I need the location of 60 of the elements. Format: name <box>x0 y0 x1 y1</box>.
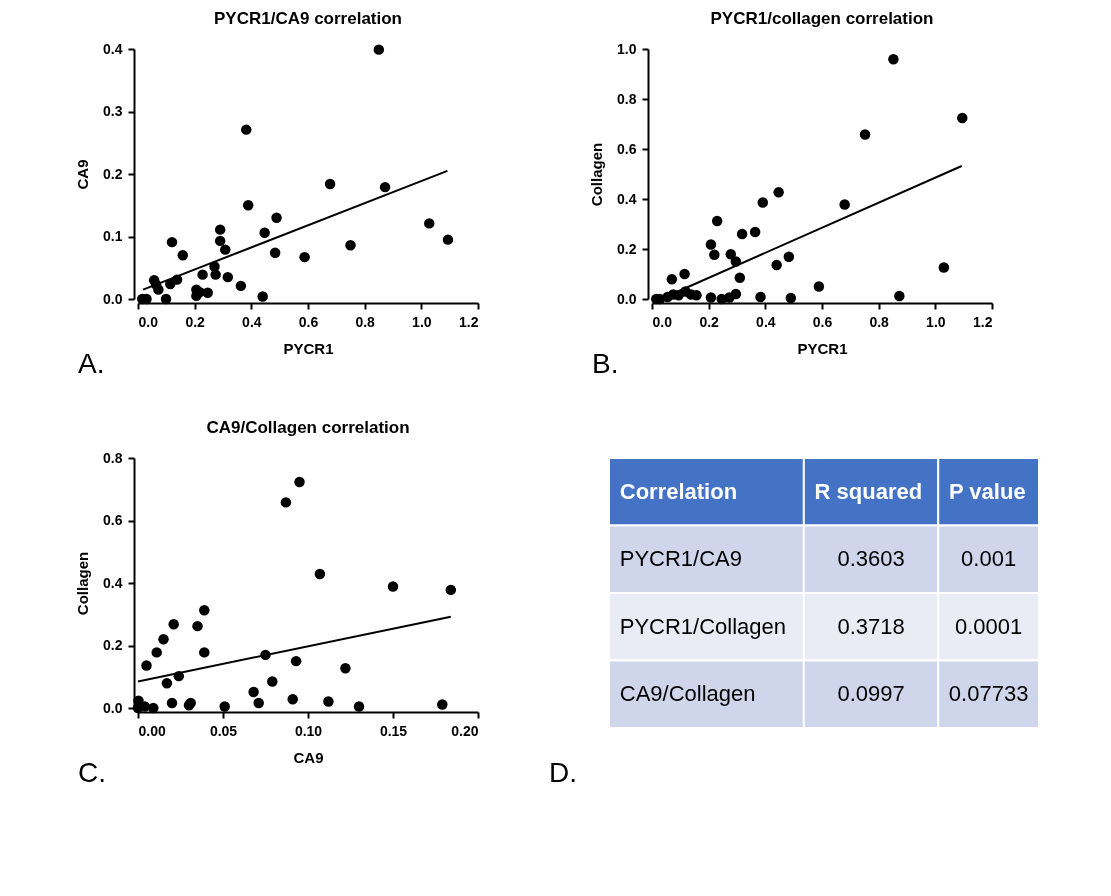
text: B. <box>592 348 619 379</box>
x-tick-label: 1.0 <box>412 313 432 330</box>
x-axis-title: CA9 <box>293 748 324 766</box>
x-tick-label: 0.6 <box>298 313 319 330</box>
y-tick-label: 0.6 <box>103 512 123 528</box>
text: 0.0997 <box>837 681 905 707</box>
text: 0.3603 <box>837 546 905 572</box>
text: 0.3718 <box>837 613 905 639</box>
x-tick-label: 0.8 <box>355 313 376 330</box>
y-tick-label: 0.0 <box>103 290 123 307</box>
x-tick-label: 0.0 <box>138 313 159 330</box>
y-axis-title: Collagen <box>588 142 606 207</box>
y-axis-title: CA9 <box>74 159 92 190</box>
y-tick-label: 1.0 <box>617 40 637 57</box>
category-label: P value <box>948 478 1026 504</box>
x-tick-label: 0.4 <box>242 313 262 330</box>
x-tick-label: 1.0 <box>926 313 946 330</box>
x-tick-label: 1.2 <box>459 313 479 330</box>
x-tick-label: 0.05 <box>209 722 238 739</box>
x-tick-label: 0.0 <box>652 313 673 330</box>
y-axis-title: Collagen <box>74 551 92 616</box>
y-tick-label: 0.4 <box>103 40 123 57</box>
x-tick-label: 0.8 <box>869 313 890 330</box>
chart-title: PYCR1/CA9 correlation <box>214 9 402 28</box>
y-tick-label: 0.2 <box>617 240 637 257</box>
category-label: Correlation <box>619 478 738 504</box>
chart-title: PYCR1/collagen correlation <box>710 9 934 28</box>
category-label: R squared <box>814 478 923 504</box>
x-tick-label: 0.2 <box>699 313 720 330</box>
x-axis-title: PYCR1 <box>283 339 334 357</box>
y-tick-label: 0.6 <box>617 140 637 157</box>
category-label: PYCR1/Collagen <box>619 613 787 639</box>
x-tick-label: 0.10 <box>294 722 323 739</box>
x-tick-label: 0.6 <box>812 313 833 330</box>
y-tick-label: 0.2 <box>103 165 123 182</box>
y-tick-label: 0.3 <box>103 103 123 119</box>
x-tick-label: 0.4 <box>756 313 776 330</box>
text: A. <box>78 348 105 379</box>
y-tick-label: 0.1 <box>103 228 123 244</box>
y-tick-label: 0.0 <box>103 699 123 716</box>
x-tick-label: 0.00 <box>138 722 166 739</box>
y-tick-label: 0.0 <box>617 290 637 307</box>
text: 0.001 <box>961 546 1017 572</box>
x-axis-title: PYCR1 <box>797 339 848 357</box>
text: C. <box>78 757 106 788</box>
text: D. <box>549 757 577 788</box>
y-tick-label: 0.8 <box>103 449 123 466</box>
y-tick-label: 0.4 <box>103 574 123 591</box>
y-tick-label: 0.4 <box>617 190 637 207</box>
category-label: PYCR1/CA9 <box>619 546 743 572</box>
chart-title: CA9/Collagen correlation <box>206 418 410 437</box>
x-tick-label: 0.15 <box>379 722 408 739</box>
y-tick-label: 0.2 <box>103 637 123 653</box>
x-tick-label: 1.2 <box>973 313 993 330</box>
y-tick-label: 0.8 <box>617 90 637 107</box>
text: 0.0001 <box>954 613 1023 639</box>
text: 0.07733 <box>948 681 1029 707</box>
x-tick-label: 0.20 <box>451 722 479 739</box>
x-tick-label: 0.2 <box>185 313 206 330</box>
category-label: CA9/Collagen <box>619 681 756 707</box>
